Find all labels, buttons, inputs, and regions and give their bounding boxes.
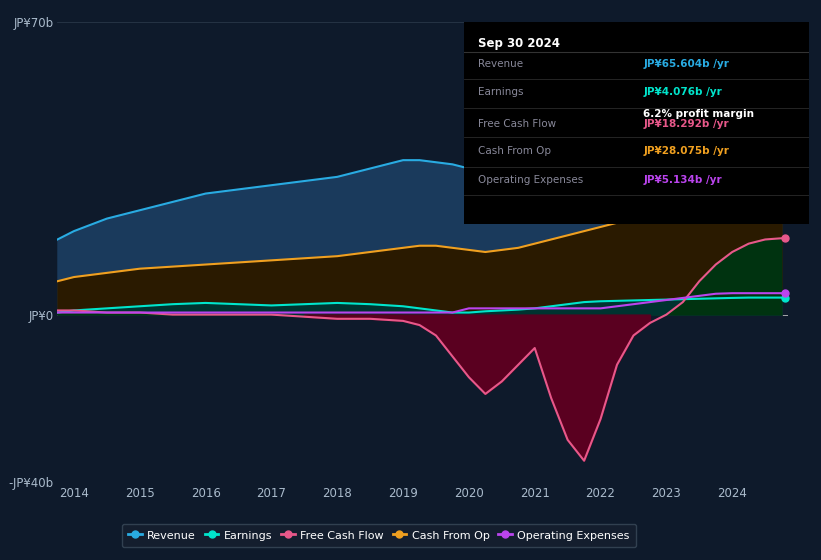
Text: JP¥65.604b /yr: JP¥65.604b /yr [643,59,729,69]
Text: Sep 30 2024: Sep 30 2024 [478,36,560,49]
Text: 6.2% profit margin: 6.2% profit margin [643,109,754,119]
Text: Free Cash Flow: Free Cash Flow [478,119,556,129]
Text: Revenue: Revenue [478,59,523,69]
Text: Earnings: Earnings [478,87,523,97]
Text: Cash From Op: Cash From Op [478,146,551,156]
Text: JP¥28.075b /yr: JP¥28.075b /yr [643,146,729,156]
Text: JP¥18.292b /yr: JP¥18.292b /yr [643,119,729,129]
Text: JP¥4.076b /yr: JP¥4.076b /yr [643,87,722,97]
Text: JP¥5.134b /yr: JP¥5.134b /yr [643,175,722,185]
Legend: Revenue, Earnings, Free Cash Flow, Cash From Op, Operating Expenses: Revenue, Earnings, Free Cash Flow, Cash … [122,524,636,547]
Text: Operating Expenses: Operating Expenses [478,175,583,185]
